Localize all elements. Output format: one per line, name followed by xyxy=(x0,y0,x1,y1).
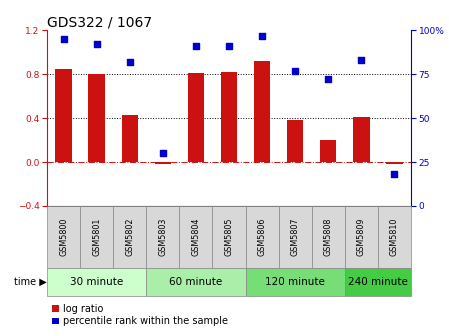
Text: GSM5805: GSM5805 xyxy=(224,218,233,256)
Bar xyxy=(55,69,72,162)
Bar xyxy=(212,206,246,268)
Bar xyxy=(80,206,113,268)
Text: GSM5808: GSM5808 xyxy=(324,218,333,256)
Bar xyxy=(378,206,411,268)
Bar xyxy=(113,206,146,268)
Legend: log ratio, percentile rank within the sample: log ratio, percentile rank within the sa… xyxy=(52,304,228,326)
Bar xyxy=(320,140,336,162)
Bar xyxy=(47,268,146,296)
Bar xyxy=(122,115,138,162)
Bar xyxy=(287,120,304,162)
Text: GSM5802: GSM5802 xyxy=(125,218,134,256)
Point xyxy=(291,68,299,73)
Bar xyxy=(353,117,370,162)
Bar xyxy=(254,61,270,162)
Bar xyxy=(221,72,237,162)
Text: GSM5801: GSM5801 xyxy=(92,218,101,256)
Point xyxy=(126,59,133,65)
Text: GSM5809: GSM5809 xyxy=(357,218,366,256)
Text: GSM5810: GSM5810 xyxy=(390,218,399,256)
Bar xyxy=(246,268,345,296)
Point xyxy=(93,42,100,47)
Bar xyxy=(312,206,345,268)
Bar xyxy=(180,206,212,268)
Bar xyxy=(146,206,180,268)
Bar xyxy=(386,162,403,164)
Bar xyxy=(88,74,105,162)
Point xyxy=(60,36,67,42)
Bar xyxy=(246,206,278,268)
Text: 30 minute: 30 minute xyxy=(70,277,123,287)
Text: GDS322 / 1067: GDS322 / 1067 xyxy=(47,15,152,29)
Point xyxy=(259,33,266,38)
Bar xyxy=(188,73,204,162)
Text: GSM5804: GSM5804 xyxy=(191,218,200,256)
Text: time ▶: time ▶ xyxy=(14,277,47,287)
Point xyxy=(192,43,199,49)
Text: 240 minute: 240 minute xyxy=(348,277,408,287)
Point xyxy=(159,151,167,156)
Bar xyxy=(47,206,80,268)
Bar xyxy=(154,162,171,164)
Point xyxy=(358,57,365,63)
Point xyxy=(325,77,332,82)
Text: 60 minute: 60 minute xyxy=(169,277,223,287)
Bar xyxy=(146,268,246,296)
Bar xyxy=(345,206,378,268)
Text: GSM5806: GSM5806 xyxy=(258,218,267,256)
Bar xyxy=(278,206,312,268)
Bar xyxy=(345,268,411,296)
Text: 120 minute: 120 minute xyxy=(265,277,325,287)
Point xyxy=(391,172,398,177)
Text: GSM5807: GSM5807 xyxy=(291,218,299,256)
Text: GSM5800: GSM5800 xyxy=(59,218,68,256)
Text: GSM5803: GSM5803 xyxy=(158,218,167,256)
Point xyxy=(225,43,233,49)
